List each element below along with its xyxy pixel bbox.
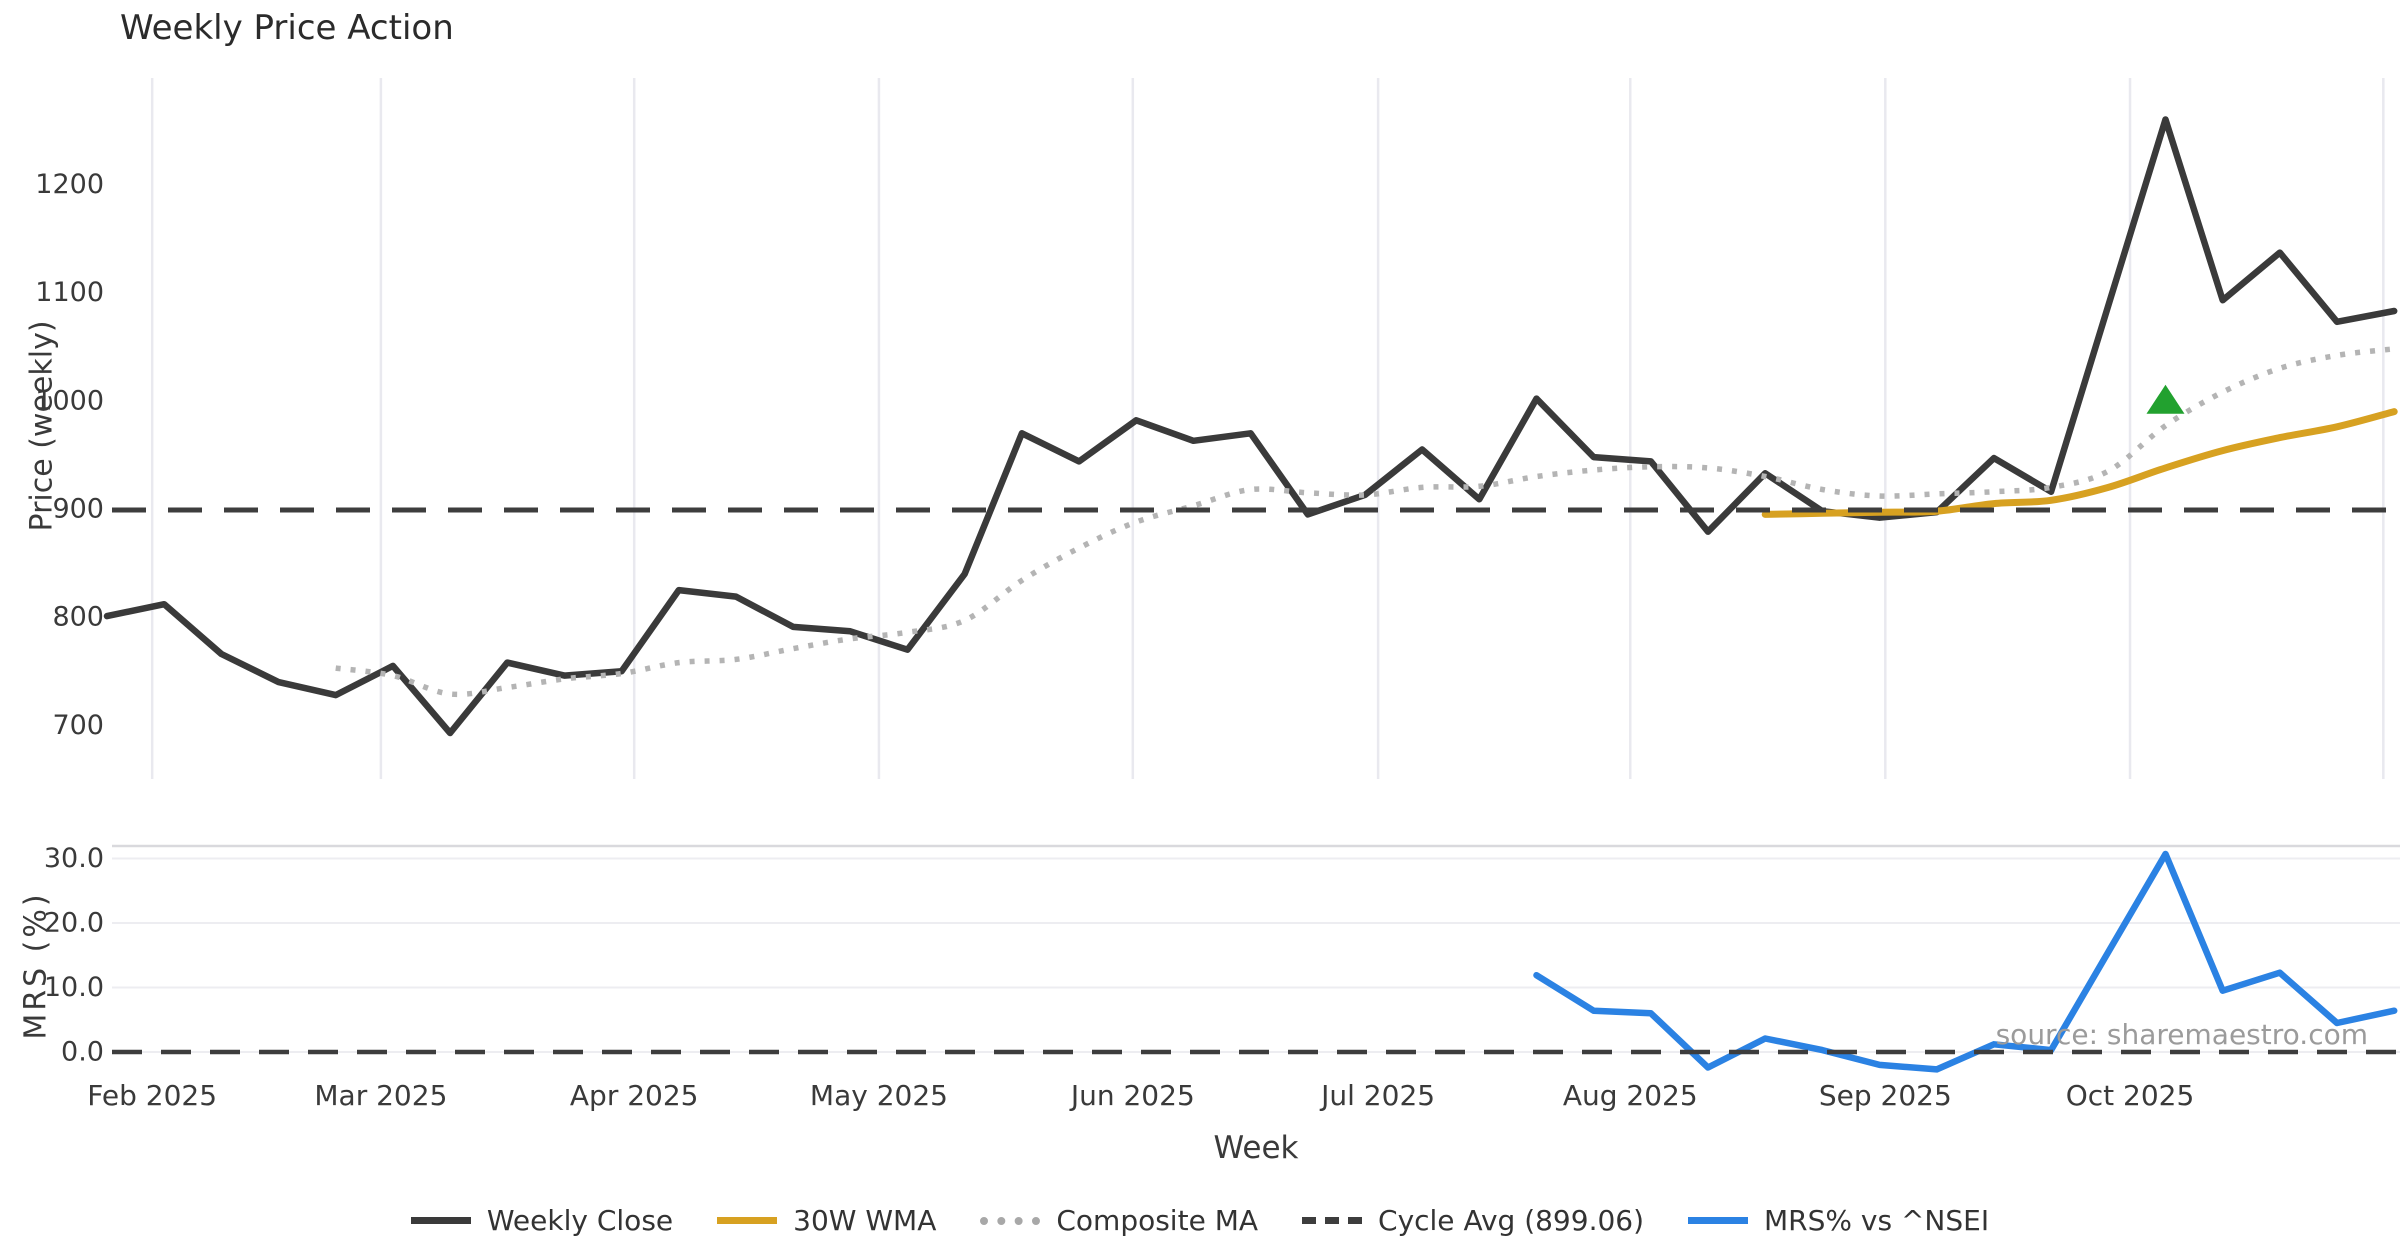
- legend-label: Weekly Close: [486, 1204, 674, 1237]
- price-ytick-label: 1000: [35, 385, 104, 416]
- legend-swatch-icon: [1688, 1217, 1749, 1224]
- price-ytick-label: 700: [52, 710, 104, 741]
- legend-item-composite-ma: Composite MA: [980, 1204, 1258, 1237]
- legend-swatch-icon: [1302, 1217, 1363, 1224]
- week-axis-label: Week: [1213, 1130, 1299, 1166]
- legend-swatch-icon: [980, 1216, 1041, 1225]
- legend-label: MRS% vs ^NSEI: [1764, 1204, 1990, 1237]
- month-tick-label: Sep 2025: [1819, 1079, 1952, 1112]
- month-tick-label: Apr 2025: [570, 1079, 699, 1112]
- legend-label: 30W WMA: [793, 1204, 937, 1237]
- source-note: source: sharemaestro.com: [1995, 1018, 2368, 1051]
- price-ytick-label: 900: [52, 494, 104, 525]
- mrs-ytick-label: 20.0: [44, 908, 104, 939]
- month-tick-label: Mar 2025: [314, 1079, 447, 1112]
- weekly-close-line: [103, 116, 2398, 737]
- price-ytick-label: 1100: [35, 277, 104, 308]
- month-tick-label: Aug 2025: [1563, 1079, 1698, 1112]
- mrs-ytick-label: 0.0: [61, 1037, 104, 1068]
- mrs-axis-label: MRS (%): [18, 891, 54, 1040]
- composite-ma-line: [335, 346, 2395, 698]
- legend-label: Composite MA: [1056, 1204, 1259, 1237]
- month-tick-label: Jul 2025: [1319, 1079, 1435, 1112]
- mrs-line: [1533, 850, 2398, 1073]
- legend-label: Cycle Avg (899.06): [1378, 1204, 1645, 1237]
- chart-legend: Weekly Close 30W WMA Composite MA Cycle Avg…: [0, 1204, 2400, 1237]
- legend-item-cycle-avg-899-06-: Cycle Avg (899.06): [1302, 1204, 1644, 1237]
- legend-swatch-icon: [717, 1217, 778, 1224]
- legend-item-weekly-close: Weekly Close: [410, 1204, 674, 1237]
- 30w-wma-line: [1761, 408, 2398, 518]
- legend-item-mrs-vs-nsei: MRS% vs ^NSEI: [1688, 1204, 1989, 1237]
- signal-triangle-marker: [2146, 384, 2185, 414]
- month-tick-label: Oct 2025: [2066, 1079, 2195, 1112]
- mrs-ytick-label: 10.0: [44, 972, 104, 1003]
- month-tick-label: Jun 2025: [1069, 1079, 1195, 1112]
- price-ytick-label: 800: [52, 602, 104, 633]
- chart-title: Weekly Price Action: [120, 8, 454, 48]
- legend-swatch-icon: [410, 1217, 471, 1224]
- price-axis-label: Price (weekly): [24, 320, 60, 532]
- legend-item-30w-wma: 30W WMA: [717, 1204, 936, 1237]
- month-tick-label: Feb 2025: [87, 1079, 217, 1112]
- month-tick-label: May 2025: [810, 1079, 948, 1112]
- price-ytick-label: 1200: [35, 169, 104, 200]
- mrs-ytick-label: 30.0: [44, 843, 104, 874]
